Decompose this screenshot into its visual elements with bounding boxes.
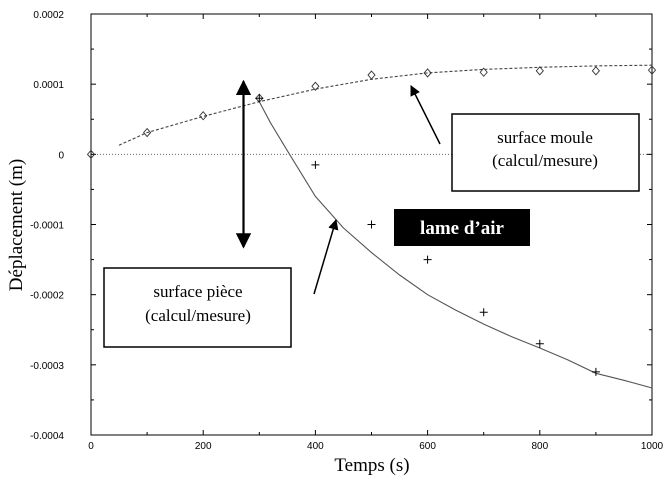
moule-measure-point xyxy=(143,127,152,138)
x-tick-label: 600 xyxy=(419,441,436,452)
moule-measure-point xyxy=(86,149,96,160)
moule-label-line1: surface moule xyxy=(497,128,593,147)
piece-measure-point xyxy=(255,94,264,103)
piece-label-line1: surface pièce xyxy=(153,282,242,301)
x-axis-title: Temps (s) xyxy=(334,455,409,476)
x-tick-label: 800 xyxy=(531,441,548,452)
y-tick-label: 0.0002 xyxy=(33,10,64,21)
y-tick-label: 0 xyxy=(58,150,64,161)
moule-label-line2: (calcul/mesure) xyxy=(492,151,598,170)
moule-box-frame xyxy=(451,113,640,192)
piece-measure-point xyxy=(311,160,320,169)
piece-curve-line xyxy=(258,101,653,389)
x-tick-label: 0 xyxy=(88,441,94,452)
x-tick-label: 1000 xyxy=(641,441,664,452)
x-tick-label: 200 xyxy=(195,441,212,452)
moule-measure-point xyxy=(311,81,320,91)
moule-measure-point xyxy=(535,66,544,76)
piece-pointer-arrow xyxy=(313,218,339,295)
y-axis-title: Déplacement (m) xyxy=(6,159,27,291)
x-tick-label: 400 xyxy=(307,441,324,452)
air-gap-text: lame d’air xyxy=(420,218,504,239)
piece-measure-point xyxy=(535,339,544,348)
piece-box-frame xyxy=(103,267,292,348)
y-tick-label: -0.0004 xyxy=(30,431,64,442)
moule-measure-point xyxy=(199,111,208,121)
moule-measure-point xyxy=(367,70,376,80)
moule-measure-point xyxy=(591,66,600,76)
y-tick-label: -0.0001 xyxy=(30,221,64,232)
moule-label-box: surface moule (calcul/mesure) xyxy=(451,113,640,192)
moule-measure-point xyxy=(647,65,657,75)
piece-measure-point xyxy=(591,367,600,376)
y-tick-label: -0.0002 xyxy=(30,291,64,302)
y-tick-label: 0.0001 xyxy=(33,80,64,91)
air-gap-box xyxy=(394,209,530,246)
moule-pointer-arrow xyxy=(410,85,441,145)
piece-label-line2: (calcul/mesure) xyxy=(145,306,251,325)
piece-label-box: surface pièce (calcul/mesure) xyxy=(103,267,292,348)
moule-measure-point xyxy=(423,68,432,78)
piece-measure-point xyxy=(367,220,376,229)
moule-measure-point xyxy=(479,67,488,77)
y-tick-label: -0.0003 xyxy=(30,361,64,372)
piece-measure-point xyxy=(479,308,488,317)
piece-measure-point xyxy=(423,255,432,264)
air-gap-label: lame d’air xyxy=(394,209,530,246)
